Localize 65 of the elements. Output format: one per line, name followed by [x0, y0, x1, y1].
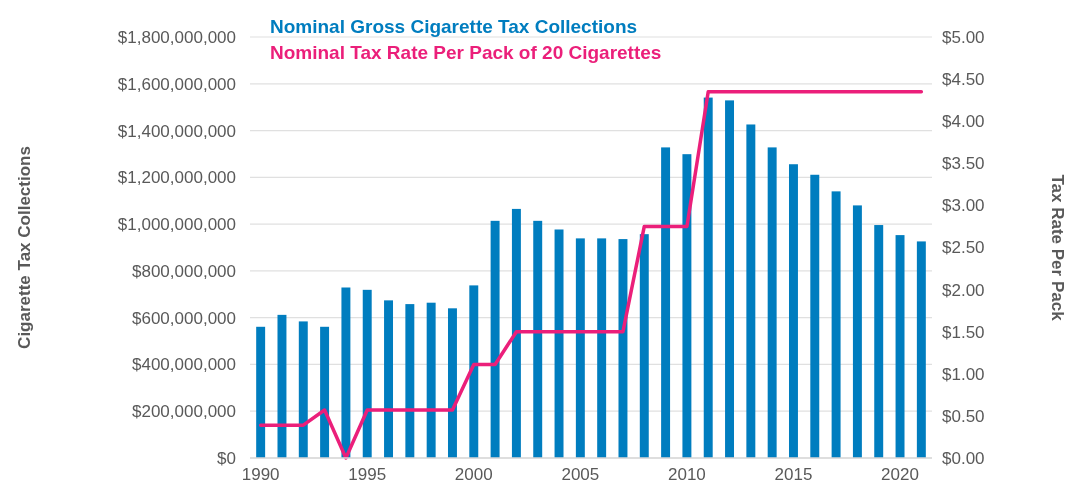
bar — [661, 147, 671, 458]
bar — [256, 326, 266, 458]
bar — [916, 241, 926, 458]
x-tick-label: 2020 — [881, 465, 919, 484]
bar — [277, 314, 287, 458]
y2-tick-label: $1.00 — [942, 364, 985, 384]
bar — [767, 147, 777, 458]
bar — [298, 321, 308, 458]
bar — [788, 164, 798, 458]
bar — [554, 229, 564, 458]
y-tick-label: $400,000,000 — [132, 355, 236, 375]
y-tick-label: $1,400,000,000 — [117, 121, 236, 141]
x-tick-label: 1990 — [241, 465, 280, 484]
x-tick-label: 1995 — [348, 465, 387, 484]
y2-tick-label: $1.50 — [942, 322, 985, 342]
text: Nominal Gross Cigarette Tax Collections — [270, 16, 638, 38]
bar — [384, 300, 394, 458]
x-tick-label: 2005 — [561, 465, 600, 484]
y2-axis-title: Tax Rate Per Pack — [1048, 174, 1067, 322]
bar — [639, 234, 649, 458]
y2-tick-label: $3.50 — [942, 154, 985, 174]
bar — [597, 238, 607, 458]
bar — [341, 287, 351, 458]
bar — [490, 220, 500, 458]
y-axis-title: Cigarette Tax Collections — [15, 146, 34, 349]
y2-tick-label: $4.50 — [942, 70, 985, 90]
bar — [895, 235, 905, 458]
x-tick-label: 2000 — [454, 465, 493, 484]
y2-tick-label: $0.00 — [942, 448, 985, 468]
line-series — [258, 89, 924, 460]
y-tick-label: $1,800,000,000 — [117, 27, 236, 47]
bar — [362, 289, 372, 458]
bar — [575, 238, 585, 458]
bar — [874, 225, 884, 458]
y-tick-label: $0 — [217, 448, 236, 468]
bar — [469, 285, 479, 458]
y2-tick-label: $0.50 — [942, 406, 985, 426]
bar — [511, 208, 521, 458]
bar — [533, 220, 543, 458]
bar — [810, 174, 820, 458]
y2-tick-label: $2.50 — [942, 238, 985, 258]
bar — [725, 100, 735, 458]
bar — [426, 302, 436, 458]
y2-tick-label: $3.00 — [942, 196, 985, 216]
y-tick-label: $1,200,000,000 — [117, 168, 236, 188]
x-tick-label: 2015 — [774, 465, 813, 484]
y2-tick-label: $4.00 — [942, 112, 985, 132]
bar — [831, 191, 841, 458]
bar — [703, 97, 713, 458]
bar — [447, 308, 457, 458]
y2-tick-label: $2.00 — [942, 280, 985, 300]
y-tick-label: $1,000,000,000 — [117, 215, 236, 235]
y-tick-label: $800,000,000 — [132, 261, 236, 281]
bar — [320, 326, 330, 458]
bar — [618, 239, 628, 458]
x-tick-label: 2010 — [667, 465, 706, 484]
bar — [852, 205, 862, 458]
y-tick-label: $200,000,000 — [132, 402, 236, 422]
text: Nominal Tax Rate Per Pack of 20 Cigarettes — [270, 42, 662, 64]
bar — [746, 124, 756, 458]
y2-tick-label: $5.00 — [942, 27, 985, 47]
bar — [682, 154, 692, 458]
y-tick-label: $1,600,000,000 — [117, 74, 236, 94]
bar — [405, 304, 415, 458]
y-tick-label: $600,000,000 — [132, 308, 236, 328]
